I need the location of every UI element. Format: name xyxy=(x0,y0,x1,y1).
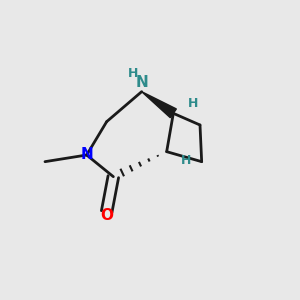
Polygon shape xyxy=(142,92,176,118)
Text: O: O xyxy=(100,208,113,223)
Text: H: H xyxy=(181,154,191,166)
Text: N: N xyxy=(80,147,93,162)
Text: N: N xyxy=(135,75,148,90)
Text: H: H xyxy=(128,67,139,80)
Text: H: H xyxy=(188,97,198,110)
